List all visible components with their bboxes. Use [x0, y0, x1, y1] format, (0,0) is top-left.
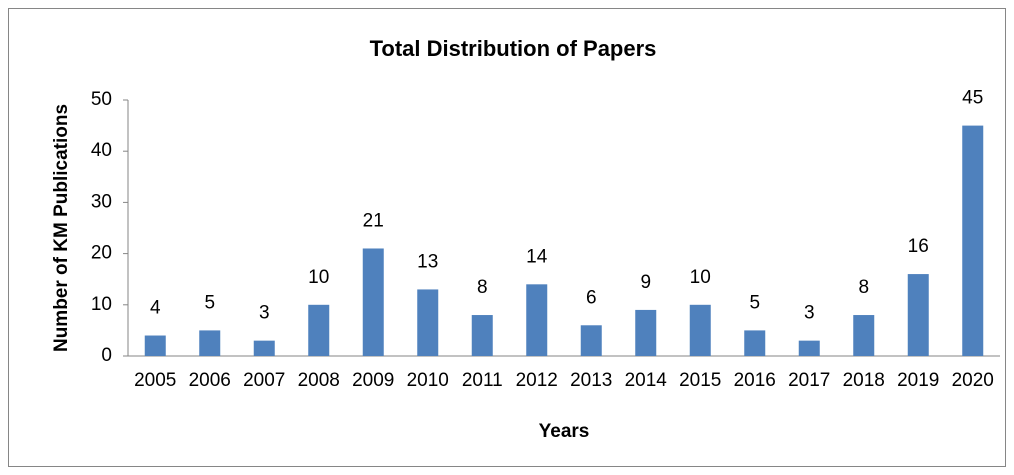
chart-frame [8, 8, 1006, 467]
y-tick-label: 30 [91, 191, 112, 212]
data-label: 14 [526, 246, 548, 267]
x-tick-label: 2009 [352, 370, 394, 391]
data-label: 3 [259, 303, 270, 324]
data-label: 5 [204, 292, 215, 313]
bar [798, 340, 820, 356]
bar [853, 315, 875, 356]
data-label: 4 [150, 298, 161, 319]
bar [744, 330, 766, 356]
y-tick-label: 40 [91, 140, 112, 161]
bar [417, 289, 439, 356]
x-tick-label: 2005 [134, 370, 176, 391]
data-label: 8 [858, 277, 869, 298]
x-tick-label: 2006 [189, 370, 231, 391]
chart-title: Total Distribution of Papers [370, 36, 657, 61]
x-tick-label: 2019 [897, 370, 939, 391]
data-label: 13 [417, 251, 438, 272]
data-label: 3 [804, 303, 815, 324]
x-tick-label: 2017 [788, 370, 830, 391]
bar [689, 304, 711, 356]
x-axis-title: Years [539, 421, 590, 442]
bar [635, 309, 657, 356]
bar [199, 330, 221, 356]
bar [907, 274, 929, 356]
data-label: 10 [308, 267, 329, 288]
y-tick-label: 50 [91, 89, 112, 110]
bar [526, 284, 548, 356]
x-tick-label: 2008 [298, 370, 340, 391]
x-tick-label: 2013 [570, 370, 612, 391]
data-label: 21 [363, 210, 384, 231]
data-label: 9 [640, 272, 651, 293]
bar [362, 248, 384, 356]
bar [471, 315, 493, 356]
x-tick-label: 2011 [462, 370, 503, 391]
x-tick-label: 2018 [843, 370, 885, 391]
data-label: 10 [690, 267, 711, 288]
bar [962, 125, 984, 356]
y-axis-title: Number of KM Publications [51, 104, 72, 352]
y-tick-label: 20 [91, 243, 112, 264]
bar [580, 325, 602, 356]
y-tick-label: 10 [91, 294, 112, 315]
x-tick-label: 2015 [679, 370, 721, 391]
x-tick-label: 2012 [516, 370, 558, 391]
x-tick-label: 2020 [952, 370, 994, 391]
data-label: 16 [908, 236, 929, 257]
bar [253, 340, 275, 356]
x-tick-label: 2007 [243, 370, 285, 391]
data-label: 6 [586, 287, 597, 308]
x-tick-label: 2010 [407, 370, 449, 391]
data-label: 45 [962, 88, 983, 109]
data-label: 8 [477, 277, 488, 298]
y-tick-label: 0 [101, 345, 112, 366]
bar [144, 335, 166, 356]
data-label: 5 [749, 292, 760, 313]
x-tick-label: 2016 [734, 370, 776, 391]
bar [308, 304, 330, 356]
x-tick-label: 2014 [625, 370, 668, 391]
